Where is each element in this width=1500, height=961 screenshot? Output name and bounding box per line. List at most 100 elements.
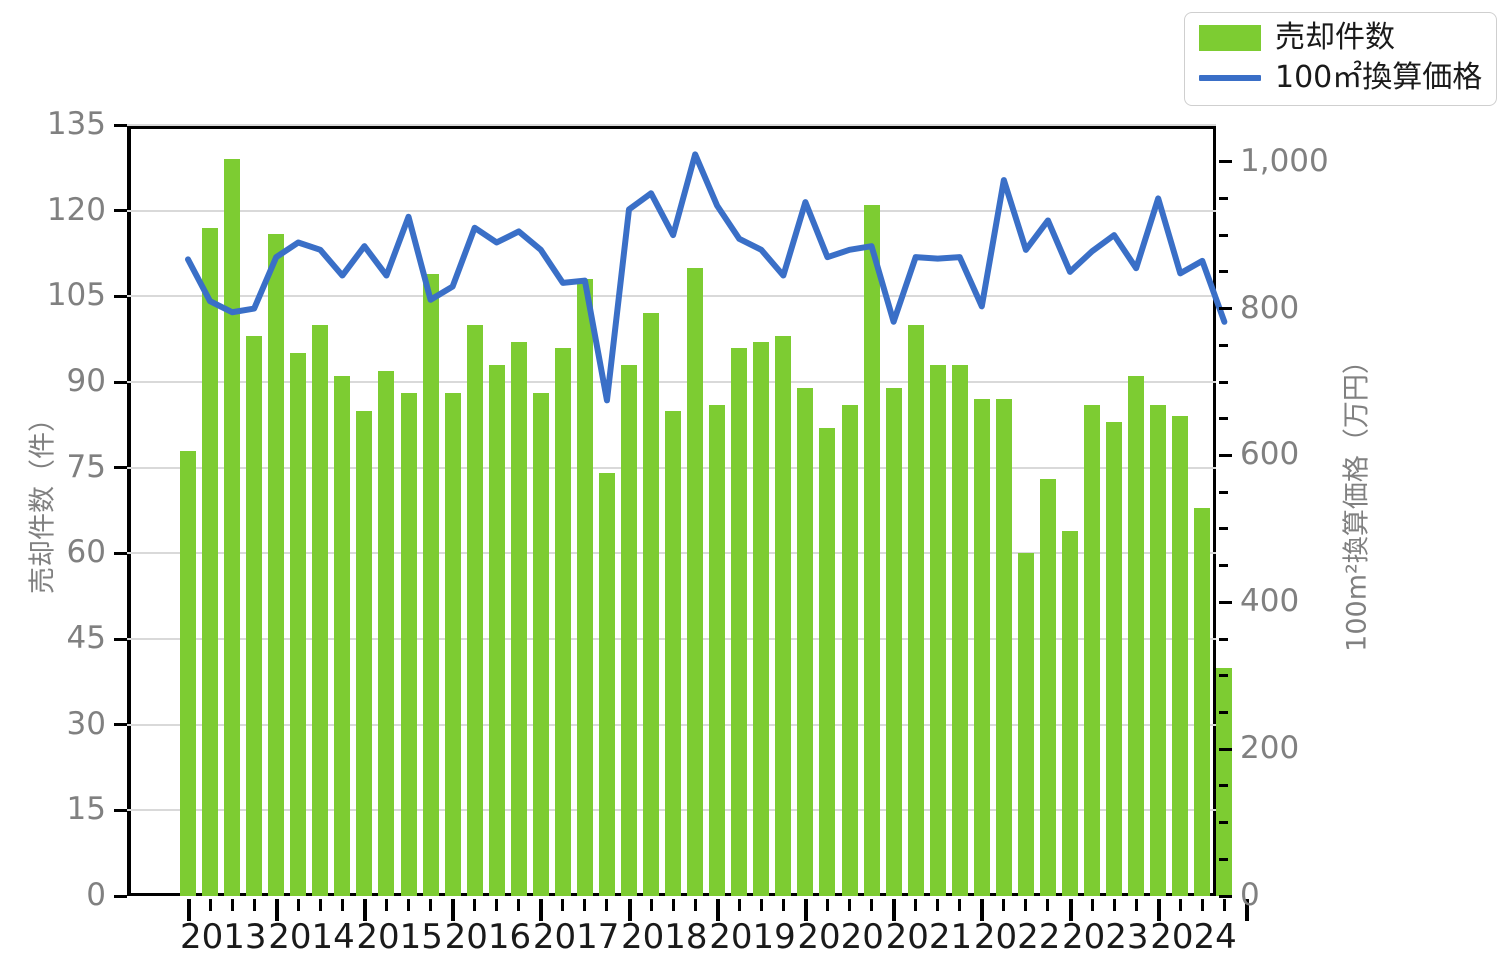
chart-legend: 売却件数 100㎡換算価格 — [1184, 12, 1498, 106]
bar[interactable] — [598, 473, 615, 896]
bar[interactable] — [466, 324, 483, 896]
legend-label-price: 100㎡換算価格 — [1275, 60, 1483, 95]
x-axis-minor-tick — [759, 899, 763, 911]
bar[interactable] — [378, 370, 395, 896]
bar[interactable] — [775, 336, 792, 896]
bar[interactable] — [841, 404, 858, 896]
x-axis-minor-tick — [1002, 899, 1006, 911]
bar[interactable] — [510, 342, 527, 896]
bar[interactable] — [312, 324, 329, 896]
bar[interactable] — [422, 273, 439, 896]
x-axis-major-tick — [186, 899, 191, 921]
x-axis-minor-tick — [1024, 899, 1028, 911]
bar[interactable] — [995, 399, 1012, 896]
legend-item-sales-count[interactable]: 売却件数 — [1199, 23, 1482, 53]
x-axis-minor-tick — [208, 899, 212, 911]
bar[interactable] — [1084, 404, 1101, 896]
x-axis-tick-label: 2018 — [621, 917, 708, 957]
bar[interactable] — [180, 450, 196, 896]
plot-area — [114, 123, 1249, 921]
bar[interactable] — [224, 159, 241, 896]
bar[interactable] — [929, 364, 946, 896]
bar[interactable] — [687, 267, 704, 896]
bar[interactable] — [1017, 553, 1034, 896]
y-axis-right-tick-label: 1,000 — [1240, 142, 1329, 179]
x-axis-minor-tick — [671, 899, 675, 911]
bar[interactable] — [1150, 404, 1167, 896]
y-axis-left-tick-label: 75 — [66, 448, 106, 485]
x-axis-minor-tick — [693, 899, 697, 911]
x-axis-tick-label: 2021 — [885, 917, 973, 957]
y-axis-left-tick — [114, 808, 127, 812]
y-axis-left-tick — [114, 380, 127, 384]
gridline — [127, 381, 1216, 383]
y-axis-right-minor-tick — [1219, 490, 1228, 494]
bar[interactable] — [731, 347, 748, 896]
bar[interactable] — [576, 279, 593, 896]
x-axis-major-tick — [539, 899, 544, 921]
bar[interactable] — [1172, 416, 1189, 896]
bar[interactable] — [356, 410, 373, 896]
bar[interactable] — [709, 404, 726, 896]
x-axis-minor-tick — [781, 899, 785, 911]
bar[interactable] — [973, 399, 990, 896]
bar[interactable] — [951, 364, 968, 896]
bar[interactable] — [819, 427, 836, 896]
x-axis-minor-tick — [936, 899, 940, 911]
bar[interactable] — [444, 393, 461, 896]
x-axis-major-tick — [274, 899, 279, 921]
y-axis-left-tick — [114, 123, 127, 127]
bar[interactable] — [621, 364, 637, 896]
y-axis-left-tick — [114, 637, 127, 641]
bar[interactable] — [863, 204, 880, 896]
x-axis-major-tick — [1068, 899, 1073, 921]
bar[interactable] — [1062, 530, 1078, 896]
bar[interactable] — [334, 376, 351, 896]
y-axis-right-tick — [1219, 307, 1232, 311]
gridline — [127, 124, 1216, 126]
bar[interactable] — [202, 227, 219, 896]
x-axis-minor-tick — [914, 899, 918, 911]
bar[interactable] — [532, 393, 549, 896]
bar[interactable] — [1128, 376, 1145, 896]
x-axis-tick-label: 2013 — [180, 917, 267, 957]
y-axis-right-minor-tick — [1219, 417, 1228, 421]
bar[interactable] — [400, 393, 417, 896]
y-axis-right-tick-label: 600 — [1240, 436, 1300, 473]
x-axis-minor-tick — [561, 899, 565, 911]
y-axis-right-tick-label: 200 — [1240, 730, 1300, 767]
x-axis-minor-tick — [384, 899, 388, 911]
bar[interactable] — [1194, 507, 1211, 896]
x-axis-tick-label: 2015 — [356, 917, 443, 957]
bar[interactable] — [665, 410, 682, 896]
x-axis-tick-label: 2020 — [797, 917, 884, 957]
y-axis-left-tick-label: 60 — [66, 534, 106, 571]
bar[interactable] — [885, 387, 902, 896]
bar[interactable] — [797, 387, 814, 896]
bar[interactable] — [1216, 667, 1233, 896]
legend-item-price[interactable]: 100㎡換算価格 — [1199, 63, 1482, 93]
bar[interactable] — [643, 313, 660, 896]
x-axis-major-tick — [892, 899, 897, 921]
bar[interactable] — [1106, 421, 1123, 896]
bar[interactable] — [907, 324, 924, 896]
y-axis-left-tick-label: 135 — [46, 106, 106, 142]
legend-label-sales-count: 売却件数 — [1275, 20, 1395, 55]
x-axis-minor-tick — [1222, 899, 1226, 911]
x-axis-minor-tick — [1200, 899, 1204, 911]
y-axis-right-minor-tick — [1219, 821, 1228, 825]
bar[interactable] — [246, 336, 263, 896]
bar[interactable] — [290, 353, 307, 896]
bar[interactable] — [488, 364, 505, 896]
y-axis-right-minor-tick — [1219, 637, 1228, 641]
y-axis-right-minor-tick — [1219, 343, 1228, 347]
y-axis-right-minor-tick — [1219, 527, 1228, 531]
bar[interactable] — [554, 347, 571, 896]
bar[interactable] — [1039, 479, 1056, 896]
bar[interactable] — [753, 342, 770, 896]
x-axis-minor-tick — [825, 899, 829, 911]
y-axis-right-minor-tick — [1219, 380, 1228, 384]
y-axis-right-minor-tick — [1219, 674, 1228, 678]
bar[interactable] — [268, 233, 285, 896]
